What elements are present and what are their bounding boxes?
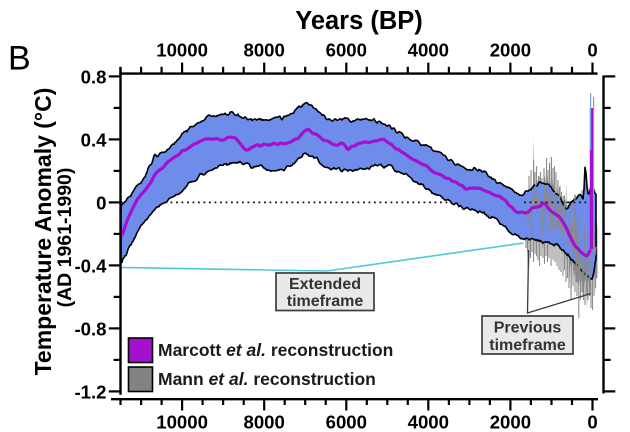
svg-text:Years (BP): Years (BP) xyxy=(295,7,423,35)
svg-text:2000: 2000 xyxy=(490,412,531,432)
svg-text:10000: 10000 xyxy=(156,40,208,61)
svg-text:0: 0 xyxy=(96,193,106,214)
svg-text:10000: 10000 xyxy=(156,412,208,432)
svg-text:timeframe: timeframe xyxy=(287,293,364,310)
svg-text:timeframe: timeframe xyxy=(489,337,566,354)
svg-text:Extended: Extended xyxy=(289,276,361,293)
svg-text:6000: 6000 xyxy=(326,412,367,432)
svg-text:6000: 6000 xyxy=(326,40,367,61)
svg-text:B: B xyxy=(8,40,31,78)
svg-text:0.8: 0.8 xyxy=(81,67,107,88)
svg-text:8000: 8000 xyxy=(244,40,285,61)
svg-text:-0.4: -0.4 xyxy=(74,256,107,277)
svg-text:-1.2: -1.2 xyxy=(74,382,106,403)
svg-text:Marcott et al. reconstruction: Marcott et al. reconstruction xyxy=(158,340,393,360)
svg-text:2000: 2000 xyxy=(490,40,531,61)
svg-text:(AD 1961-1990): (AD 1961-1990) xyxy=(54,168,76,308)
svg-text:4000: 4000 xyxy=(408,412,449,432)
svg-text:4000: 4000 xyxy=(408,40,449,61)
svg-text:Previous: Previous xyxy=(494,320,562,337)
svg-text:8000: 8000 xyxy=(244,412,285,432)
svg-text:0: 0 xyxy=(587,412,597,432)
svg-text:-0.8: -0.8 xyxy=(74,319,106,340)
svg-text:0.4: 0.4 xyxy=(81,130,108,151)
svg-text:0: 0 xyxy=(587,40,597,61)
svg-text:Temperature Anomaly (°C): Temperature Anomaly (°C) xyxy=(30,88,56,376)
svg-text:Mann et al. reconstruction: Mann et al. reconstruction xyxy=(158,369,376,389)
